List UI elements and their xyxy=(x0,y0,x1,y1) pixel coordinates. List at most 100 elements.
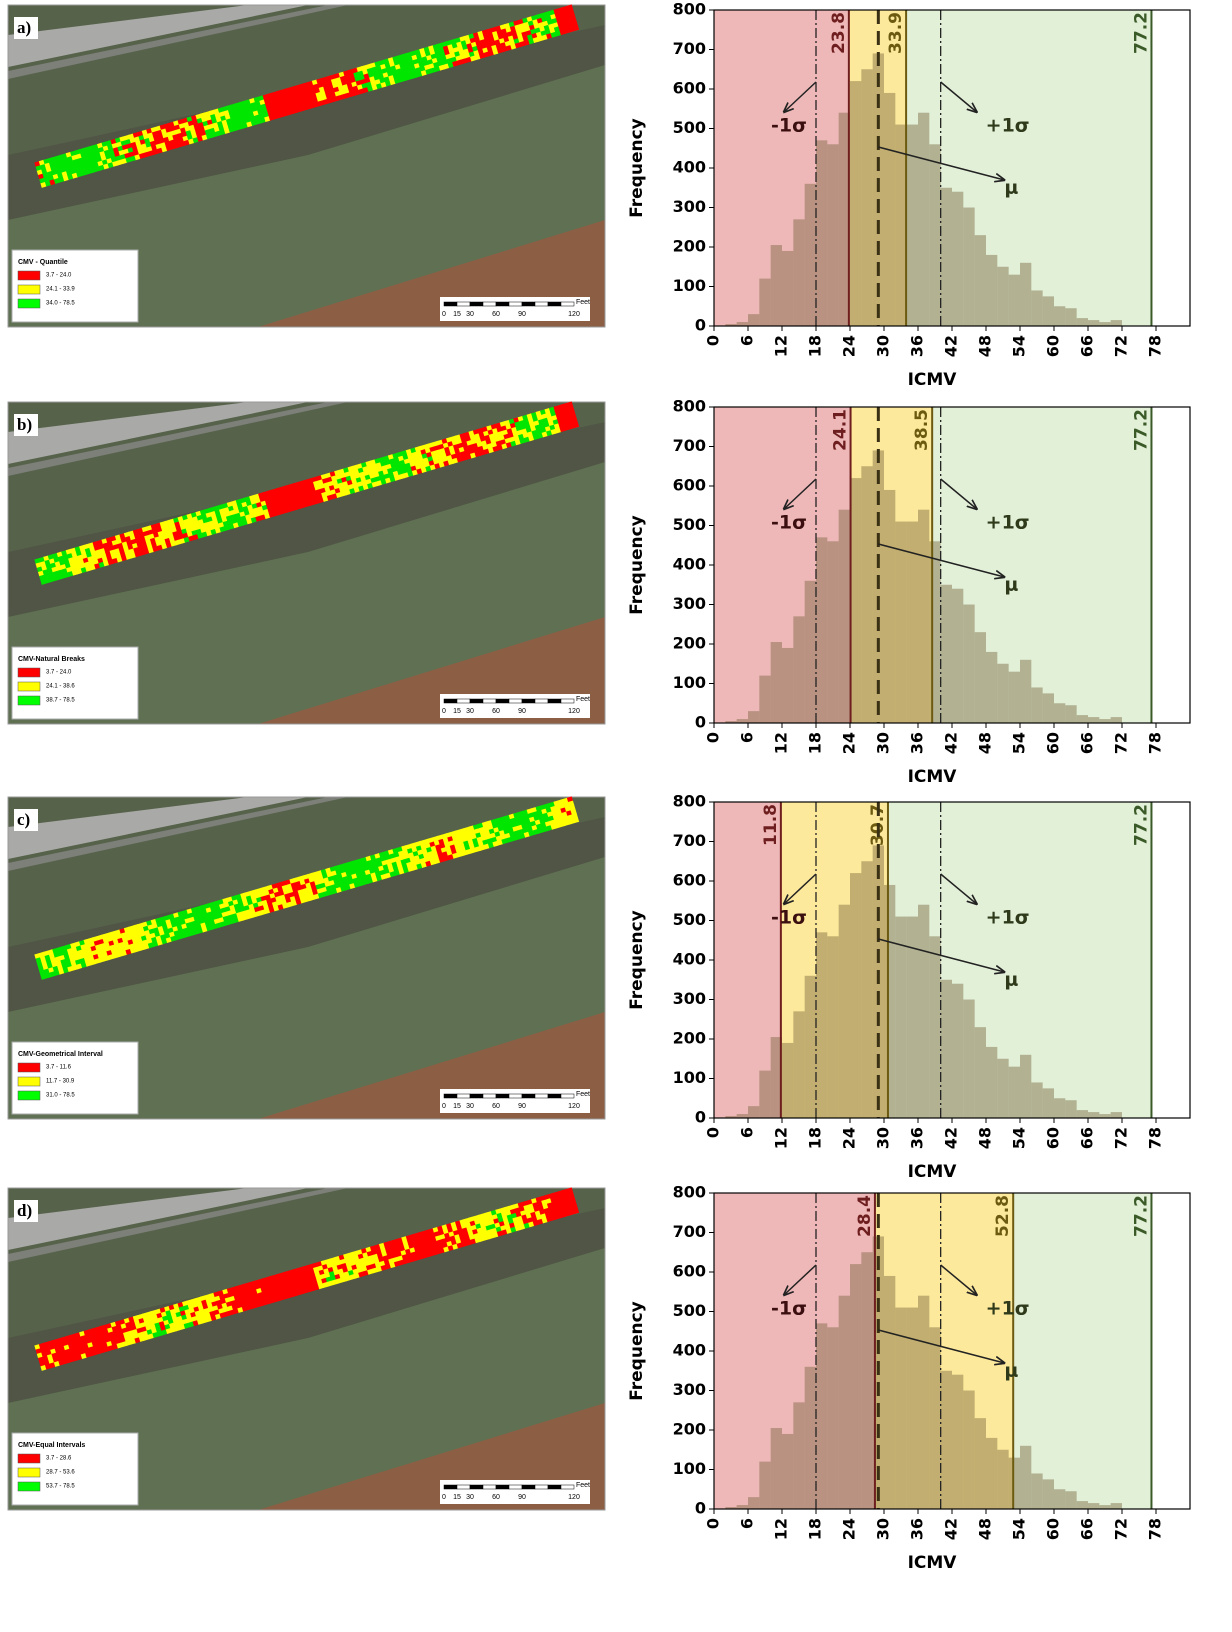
scale-segment xyxy=(457,1485,470,1489)
legend-swatch xyxy=(18,696,40,705)
scale-segment xyxy=(496,699,509,703)
break-label: 52.8 xyxy=(993,1195,1013,1237)
scale-label: 30 xyxy=(466,708,474,715)
scale-segment xyxy=(496,1094,509,1098)
legend-swatch xyxy=(18,1063,40,1072)
histogram-bar xyxy=(929,936,940,1118)
scale-segment xyxy=(470,1485,483,1489)
x-tick-label: 66 xyxy=(1078,1518,1097,1540)
scale-segment xyxy=(509,1485,522,1489)
legend-title: CMV-Equal Intervals xyxy=(18,1442,85,1449)
x-tick-label: 24 xyxy=(840,335,859,357)
scale-label: 0 xyxy=(442,311,446,318)
y-tick-label: 100 xyxy=(673,1459,706,1478)
histogram-bar xyxy=(793,1402,804,1509)
x-tick-label: 6 xyxy=(738,1127,757,1138)
y-axis-label: Frequency xyxy=(627,1301,647,1401)
histogram-bar xyxy=(782,648,793,723)
histogram-bar xyxy=(952,192,963,326)
histogram-bar xyxy=(918,905,929,1118)
x-tick-label: 66 xyxy=(1078,1127,1097,1149)
histogram-bar xyxy=(1043,296,1054,326)
panel-label: c) xyxy=(17,810,30,829)
y-tick-label: 300 xyxy=(673,594,706,613)
y-tick-label: 400 xyxy=(673,555,706,574)
panel-label: a) xyxy=(17,18,31,37)
x-axis-label: ICMV xyxy=(908,1553,958,1573)
histogram-bar xyxy=(1088,320,1099,326)
scale-label: 0 xyxy=(442,708,446,715)
histogram-bar xyxy=(963,208,974,327)
histogram-bar xyxy=(929,1327,940,1509)
x-tick-label: 30 xyxy=(874,1518,893,1540)
x-tick-label: 18 xyxy=(806,1518,825,1540)
scale-unit: Feet xyxy=(576,1091,590,1098)
annotation: μ xyxy=(1004,177,1018,199)
histogram-bar xyxy=(1065,1100,1076,1118)
scale-segment xyxy=(509,699,522,703)
histogram-bar xyxy=(895,522,906,723)
map: d)CMV-Equal Intervals3.7 - 28.628.7 - 53… xyxy=(8,1187,605,1510)
break-label: 33.9 xyxy=(886,12,906,54)
break-label: 11.8 xyxy=(761,804,781,846)
histogram-bar xyxy=(1111,320,1122,326)
scale-label: 15 xyxy=(453,1103,461,1110)
histogram-bar xyxy=(1043,1088,1054,1118)
histogram-bar xyxy=(1054,703,1065,723)
scale-label: 60 xyxy=(492,708,500,715)
x-tick-label: 42 xyxy=(942,1127,961,1149)
histogram-bar xyxy=(1111,1503,1122,1509)
y-tick-label: 600 xyxy=(673,1262,706,1281)
x-tick-label: 42 xyxy=(942,1518,961,1540)
histogram-bar xyxy=(918,113,929,326)
scale-label: 120 xyxy=(568,708,580,715)
y-tick-label: 500 xyxy=(673,515,706,534)
histogram-bar xyxy=(884,885,895,1118)
scale-segment xyxy=(444,699,457,703)
x-tick-label: 12 xyxy=(772,335,791,357)
scale-segment xyxy=(535,1094,548,1098)
scale-label: 15 xyxy=(453,311,461,318)
x-tick-label: 60 xyxy=(1044,1518,1063,1540)
histogram-bar xyxy=(759,1462,770,1509)
legend-label: 24.1 - 33.9 xyxy=(46,287,75,293)
y-tick-label: 0 xyxy=(695,713,706,732)
histogram-bar xyxy=(839,905,850,1118)
scale-segment xyxy=(457,699,470,703)
histogram-bar xyxy=(918,510,929,723)
scale-segment xyxy=(470,1094,483,1098)
histogram-bar xyxy=(748,314,759,326)
scale-label: 60 xyxy=(492,1103,500,1110)
histogram-bar xyxy=(1043,1479,1054,1509)
y-tick-label: 300 xyxy=(673,197,706,216)
histogram-bar xyxy=(895,125,906,326)
legend-swatch xyxy=(18,299,40,308)
annotation: +1σ xyxy=(986,1298,1030,1320)
histogram-bar xyxy=(1077,1501,1088,1509)
histogram-bar xyxy=(986,255,997,326)
x-tick-label: 24 xyxy=(840,1518,859,1540)
y-tick-label: 200 xyxy=(673,634,706,653)
histogram-bar xyxy=(850,478,861,723)
histogram-bar xyxy=(1077,318,1088,326)
histogram-bar xyxy=(827,1327,838,1509)
y-tick-label: 0 xyxy=(695,316,706,335)
scale-label: 120 xyxy=(568,1103,580,1110)
y-tick-label: 200 xyxy=(673,1029,706,1048)
x-tick-label: 42 xyxy=(942,335,961,357)
histogram-bar xyxy=(782,1434,793,1509)
scale-segment xyxy=(522,699,535,703)
scale-segment xyxy=(509,302,522,306)
x-tick-label: 0 xyxy=(704,1518,723,1529)
break-label: 23.8 xyxy=(829,12,849,54)
histogram-bar xyxy=(1009,275,1020,326)
histogram-bar xyxy=(861,466,872,723)
scale-segment xyxy=(561,1094,574,1098)
x-tick-label: 12 xyxy=(772,1127,791,1149)
histogram-bar xyxy=(1088,1503,1099,1509)
legend-swatch xyxy=(18,1077,40,1086)
scale-label: 0 xyxy=(442,1103,446,1110)
y-tick-label: 700 xyxy=(673,436,706,455)
histogram-bar xyxy=(1054,306,1065,326)
histogram-bar xyxy=(941,1371,952,1509)
